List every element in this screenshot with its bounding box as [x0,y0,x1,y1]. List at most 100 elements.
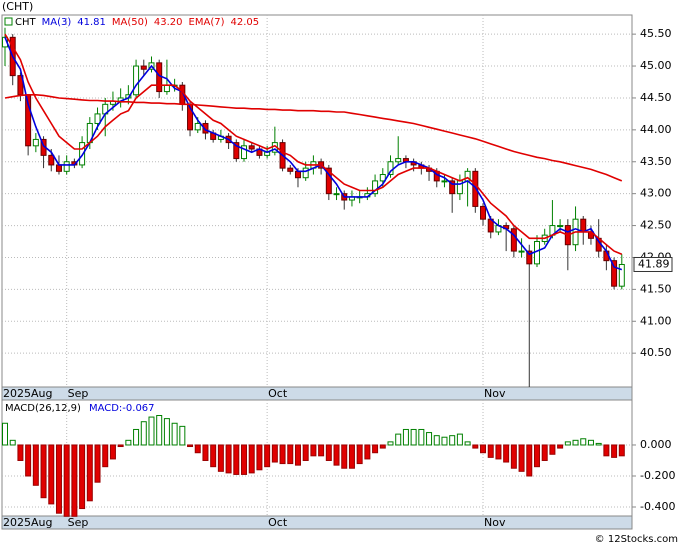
macd-bar [248,444,255,474]
macd-bar [179,425,186,446]
macd-bar [595,442,602,446]
candle-body [156,62,163,93]
macd-bar [433,435,440,446]
candle-body [333,193,340,196]
candle-body [441,180,448,183]
macd-bar [572,439,579,446]
y-tick-label: 43.50 [640,155,672,168]
candle-body [94,113,101,124]
ma-line [4,94,623,182]
candle-body [163,84,170,93]
macd-bar [256,444,263,471]
candle-body [140,65,147,70]
candle-body [611,260,618,287]
macd-bar [187,444,194,448]
candle-body [48,154,55,166]
x-tick-label: Nov [484,516,506,529]
macd-bar [510,444,517,469]
x-tick-label: Nov [484,387,506,400]
macd-bar [225,444,232,474]
y-tick-label: 43.00 [640,187,672,200]
macd-bar [456,433,463,446]
macd-bar [395,433,402,446]
date-strip [1,386,633,401]
macd-bar [587,439,594,446]
macd-bar [32,444,39,486]
macd-bar [449,435,456,446]
macd-bar [495,444,502,460]
macd-bar [133,428,140,446]
macd-bar [341,444,348,469]
macd-bar [202,444,209,461]
macd-bar [518,444,525,472]
candle-body [618,263,625,287]
macd-title: MACD(26,12,9) [5,403,81,414]
legend-text: EMA(7) [189,17,225,28]
candle-body [580,218,587,233]
x-tick-label: Oct [268,516,288,529]
candle-body [194,122,201,131]
macd-bar [364,444,371,460]
legend-text: 42.05 [231,17,260,28]
macd-bar [279,444,286,465]
candle-body [557,225,564,228]
candle-body [372,180,379,195]
macd-bar [40,444,47,499]
macd-bar [264,444,271,468]
x-tick-label: Sep [68,516,89,529]
y-tick-label: -0.400 [640,500,675,513]
candle-body [202,122,209,134]
macd-bar [557,444,564,449]
x-tick-label: Sep [68,387,89,400]
macd-bar [156,415,163,446]
macd-bar [140,421,147,446]
macd-bar [94,444,101,483]
candle-body [379,174,386,182]
candle-body [325,167,332,195]
macd-bar [271,444,278,463]
macd-bar [325,444,332,461]
macd-bar [117,444,124,448]
macd-bar [109,444,116,460]
legend-text: 41.81 [77,17,106,28]
y-tick-label: 0.000 [640,438,672,451]
macd-bar [387,441,394,446]
candle-body [395,158,402,163]
chart-title: (CHT) [2,0,33,13]
macd-bar [410,428,417,446]
macd-bar [526,444,533,477]
macd-bar [71,444,78,517]
macd-bar [441,436,448,446]
candle-body [79,142,86,166]
macd-bar [25,444,32,477]
candle-body [248,145,255,150]
macd-bar [217,444,224,472]
macd-bar [48,444,55,505]
macd-bar [503,444,510,463]
macd-bar [426,432,433,446]
legend-text: 43.20 [154,17,183,28]
candle-body [63,161,70,172]
macd-bar [549,444,556,455]
candle-body [287,167,294,172]
macd-bar [372,444,379,454]
macd-bar [210,444,217,468]
macd-bar [418,428,425,446]
macd-bar [310,444,317,457]
legend-text: MA(50) [112,17,148,28]
ma-line [4,33,623,256]
ma-line [4,37,623,271]
macd-bar [480,444,487,454]
macd-bar [148,416,155,446]
price-panel [1,14,633,388]
candle-body [480,205,487,220]
macd-bar [603,444,610,457]
candle-body [294,170,301,179]
last-price-label: 41.89 [638,257,670,270]
macd-bar [17,444,24,461]
y-tick-label: 45.00 [640,59,672,72]
macd-bar [194,444,201,454]
macd-bar [63,444,70,517]
macd-bar [402,428,409,446]
